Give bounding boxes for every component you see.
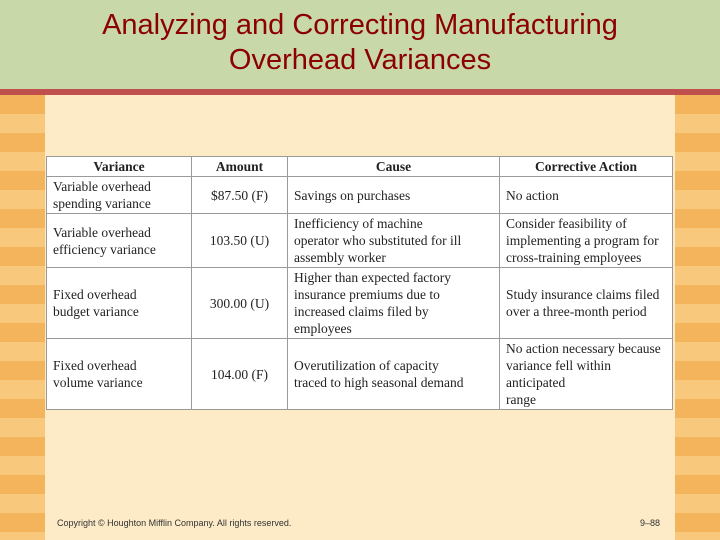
header-amount: Amount [191, 156, 288, 177]
cell-amount: 104.00 (F) [191, 338, 288, 410]
cell-action: Study insurance claims filed over a thre… [499, 267, 673, 339]
cell-amount: 300.00 (U) [191, 267, 288, 339]
cell-cause: Higher than expected factory insurance p… [287, 267, 500, 339]
right-stripe-decoration [675, 95, 720, 540]
table-row: Fixed overhead budget variance 300.00 (U… [46, 267, 673, 339]
cell-variance: Fixed overhead volume variance [46, 338, 192, 410]
cell-variance: Variable overhead spending variance [46, 176, 192, 214]
table-header-row: Variance Amount Cause Corrective Action [46, 156, 673, 177]
header-cause: Cause [287, 156, 500, 177]
cell-cause: Inefficiency of machine operator who sub… [287, 213, 500, 268]
slide-title-line-2: Overhead Variances [228, 44, 492, 76]
header-variance: Variance [46, 156, 192, 177]
cell-cause: Savings on purchases [287, 176, 500, 214]
table-row: Variable overhead spending variance $87.… [46, 176, 673, 214]
cell-action: Consider feasibility of implementing a p… [499, 213, 673, 268]
slide-title: Analyzing and Correcting Manufacturing O… [0, 8, 720, 78]
left-stripe-decoration [0, 95, 45, 540]
table-row: Fixed overhead volume variance 104.00 (F… [46, 338, 673, 410]
cell-amount: 103.50 (U) [191, 213, 288, 268]
header-corrective-action: Corrective Action [499, 156, 673, 177]
cell-amount: $87.50 (F) [191, 176, 288, 214]
copyright-notice: Copyright © Houghton Mifflin Company. Al… [57, 518, 292, 528]
variance-table: Variance Amount Cause Corrective Action … [46, 156, 673, 410]
page-number: 9–88 [639, 518, 660, 528]
cell-cause: Overutilization of capacity traced to hi… [287, 338, 500, 410]
cell-action: No action [499, 176, 673, 214]
cell-action: No action necessary because variance fel… [499, 338, 673, 410]
title-divider [0, 89, 720, 95]
table-row: Variable overhead efficiency variance 10… [46, 213, 673, 268]
cell-variance: Variable overhead efficiency variance [46, 213, 192, 268]
title-bar [0, 0, 720, 89]
cell-variance: Fixed overhead budget variance [46, 267, 192, 339]
slide-title-line-1: Analyzing and Correcting Manufacturing [102, 9, 618, 41]
